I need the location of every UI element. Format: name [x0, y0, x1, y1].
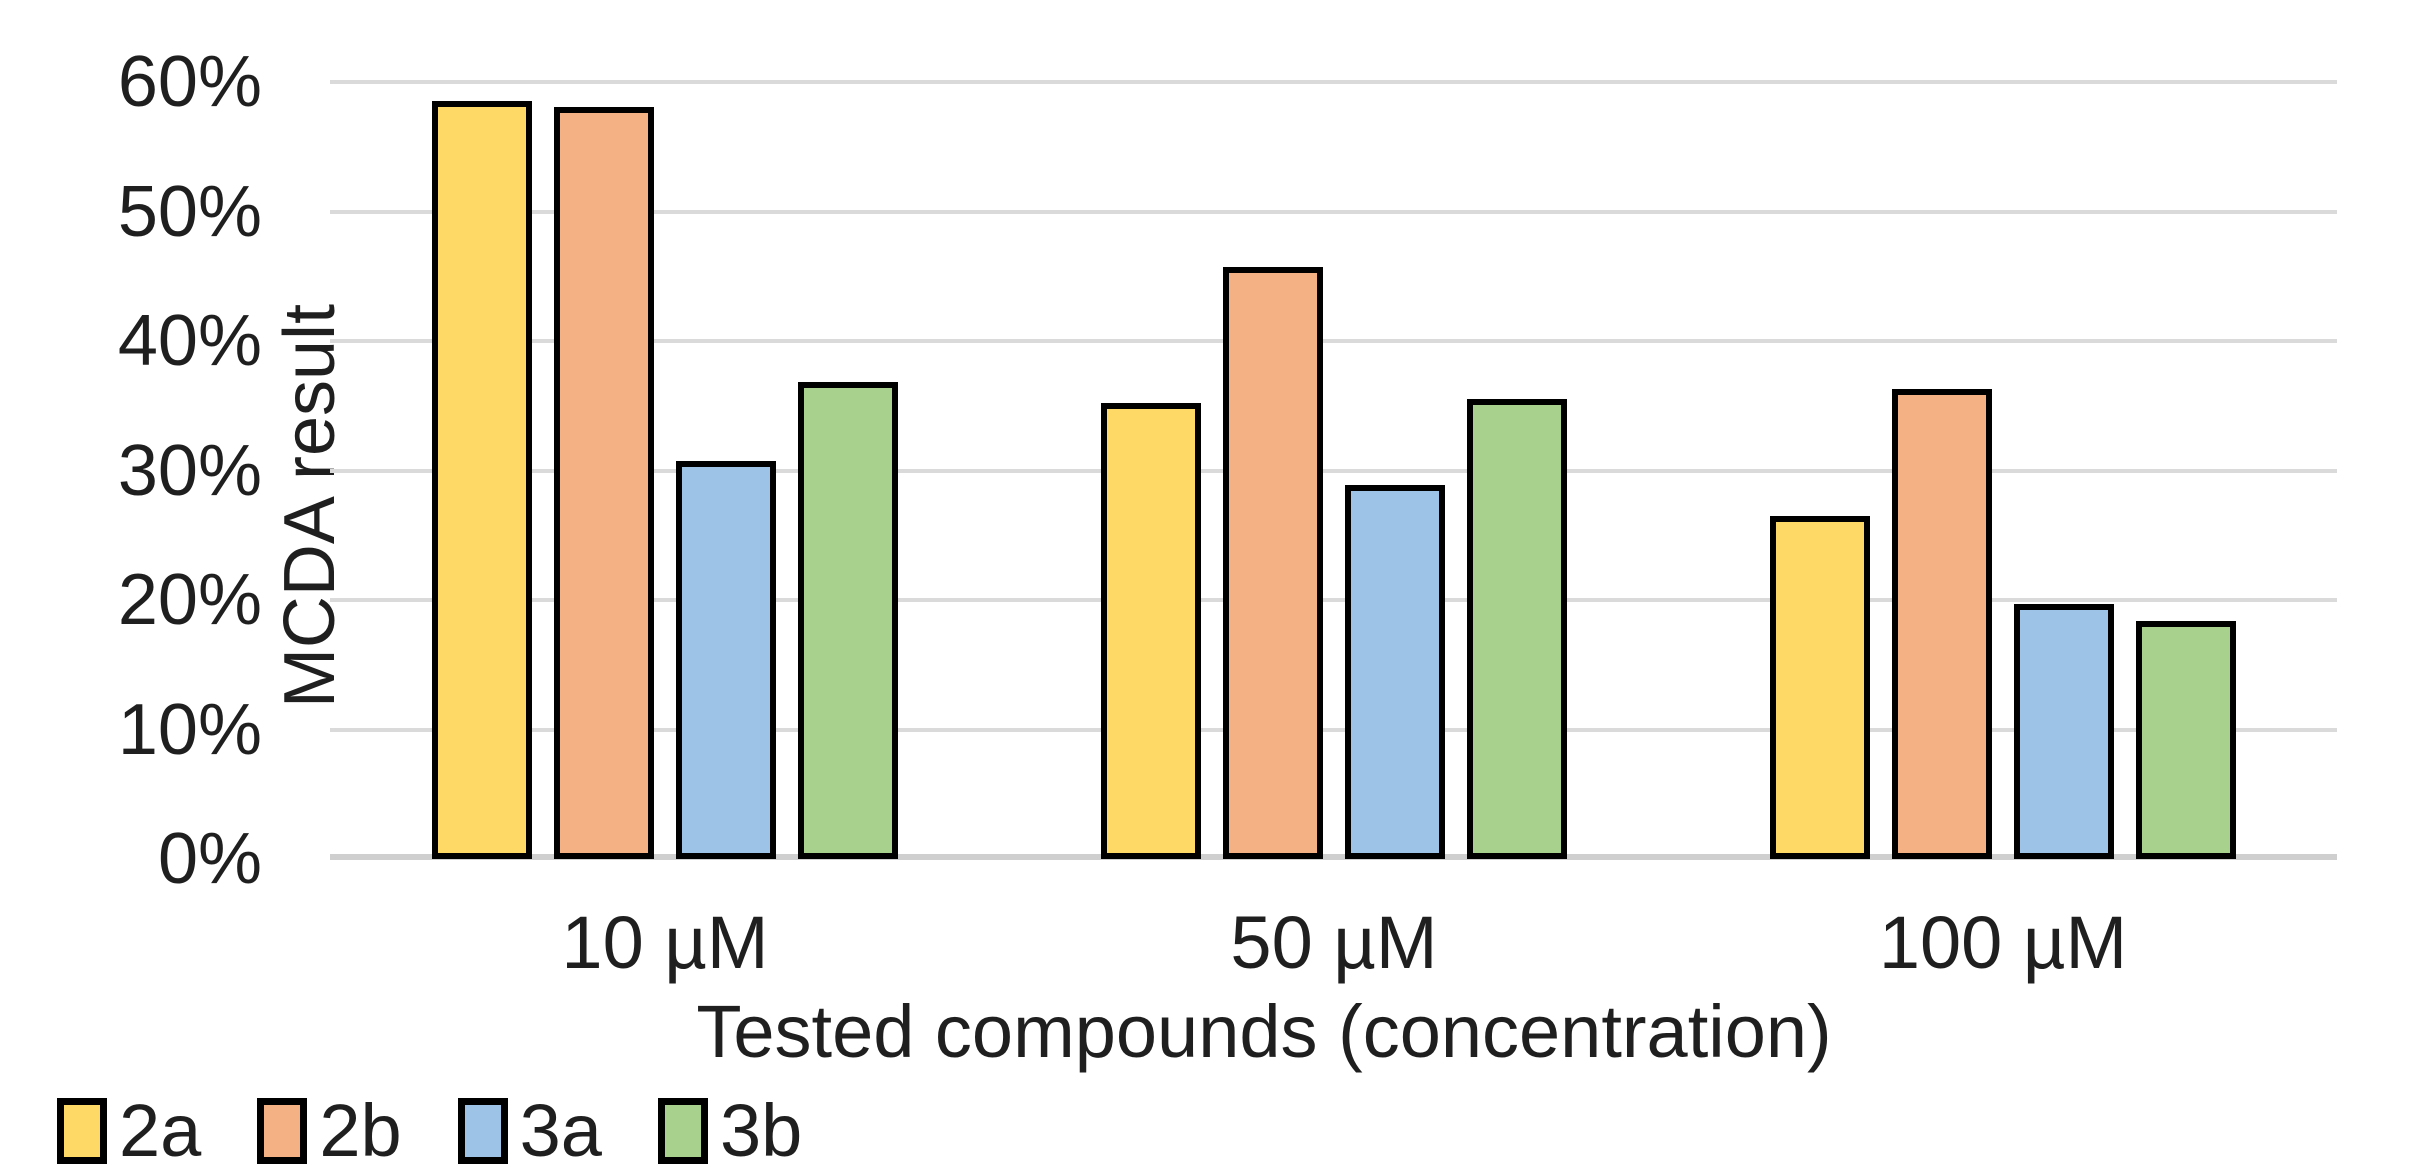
legend-item-3b: 3b	[657, 1089, 803, 1168]
legend-label: 2a	[119, 1089, 202, 1168]
bar-2b-10µM	[554, 107, 654, 859]
legend-swatch-2a	[57, 1098, 107, 1164]
y-tick-label: 40%	[117, 301, 262, 381]
legend-swatch-2b	[257, 1098, 308, 1164]
legend-item-2a: 2a	[57, 1094, 201, 1168]
bar-3a-50µM	[1345, 485, 1445, 859]
bar-group	[1101, 267, 1567, 859]
bar-3b-100µM	[2136, 621, 2236, 859]
legend-label: 2b	[319, 1089, 402, 1168]
bar-3b-10µM	[798, 382, 898, 859]
bar-2b-100µM	[1892, 389, 1992, 859]
bar-2a-50µM	[1101, 403, 1201, 859]
x-category-label: 10 µM	[561, 901, 769, 984]
bar-3a-100µM	[2014, 604, 2114, 859]
y-tick-label: 10%	[117, 690, 262, 770]
bar-3b-50µM	[1467, 399, 1567, 859]
legend-swatch-3b	[657, 1098, 708, 1164]
legend-item-3a: 3a	[457, 1089, 602, 1168]
legend: 2a 2b 3a 3b	[57, 1094, 802, 1168]
gridline	[330, 80, 2337, 84]
x-category-label: 50 µM	[1230, 901, 1438, 984]
x-category-label: 100 µM	[1878, 901, 2128, 984]
x-axis-line	[330, 854, 2337, 860]
bar-group	[432, 101, 898, 859]
gridline	[330, 210, 2337, 214]
gridline	[330, 728, 2337, 732]
gridline	[330, 339, 2337, 343]
y-tick-label: 30%	[117, 431, 262, 511]
gridline	[330, 469, 2337, 473]
plot-area	[330, 80, 2337, 860]
gridline	[330, 598, 2337, 602]
bar-2a-10µM	[432, 101, 532, 859]
y-tick-label: 50%	[117, 172, 262, 252]
y-tick-label: 20%	[117, 560, 262, 640]
legend-label: 3a	[519, 1089, 602, 1168]
legend-label: 3b	[719, 1089, 803, 1168]
bar-group	[1770, 389, 2236, 859]
bar-2b-50µM	[1223, 267, 1323, 859]
legend-item-2b: 2b	[257, 1089, 402, 1168]
bar-2a-100µM	[1770, 516, 1870, 859]
y-tick-label: 60%	[117, 42, 262, 122]
legend-swatch-3a	[457, 1098, 508, 1164]
y-tick-label: 0%	[157, 819, 262, 899]
x-axis-title: Tested compounds (concentration)	[696, 990, 1832, 1073]
bar-3a-10µM	[676, 461, 776, 859]
